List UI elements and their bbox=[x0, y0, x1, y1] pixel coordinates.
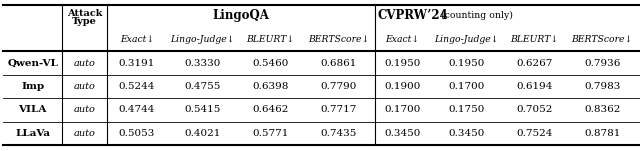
Text: 0.7524: 0.7524 bbox=[516, 129, 553, 138]
Text: Qwen-VL: Qwen-VL bbox=[7, 59, 58, 67]
Text: 0.6462: 0.6462 bbox=[252, 105, 289, 114]
Text: 0.7717: 0.7717 bbox=[320, 105, 356, 114]
Text: BERTScore↓: BERTScore↓ bbox=[572, 35, 633, 44]
Text: CVPRW’24: CVPRW’24 bbox=[378, 9, 449, 22]
Text: 0.4755: 0.4755 bbox=[185, 82, 221, 91]
Text: LingoQA: LingoQA bbox=[212, 9, 269, 22]
Text: BLEURT↓: BLEURT↓ bbox=[511, 35, 559, 44]
Text: 0.3191: 0.3191 bbox=[118, 59, 155, 67]
Text: 0.5415: 0.5415 bbox=[185, 105, 221, 114]
Text: LLaVa: LLaVa bbox=[15, 129, 50, 138]
Text: 0.7052: 0.7052 bbox=[516, 105, 553, 114]
Text: 0.7435: 0.7435 bbox=[320, 129, 356, 138]
Text: 0.5771: 0.5771 bbox=[252, 129, 289, 138]
Text: Type: Type bbox=[72, 17, 97, 26]
Text: 0.3450: 0.3450 bbox=[449, 129, 485, 138]
Text: Attack: Attack bbox=[67, 9, 102, 18]
Text: 0.3450: 0.3450 bbox=[385, 129, 420, 138]
Text: 0.5053: 0.5053 bbox=[118, 129, 155, 138]
Text: 0.4744: 0.4744 bbox=[118, 105, 155, 114]
Text: (counting only): (counting only) bbox=[441, 11, 513, 20]
Text: Exact↓: Exact↓ bbox=[120, 35, 154, 44]
Text: auto: auto bbox=[74, 82, 96, 91]
Text: 0.6194: 0.6194 bbox=[516, 82, 553, 91]
Text: 0.1750: 0.1750 bbox=[449, 105, 485, 114]
Text: 0.6398: 0.6398 bbox=[252, 82, 289, 91]
Text: auto: auto bbox=[74, 129, 96, 138]
Text: 0.7983: 0.7983 bbox=[584, 82, 620, 91]
Text: auto: auto bbox=[74, 59, 96, 67]
Text: 0.6861: 0.6861 bbox=[320, 59, 356, 67]
Text: 0.1700: 0.1700 bbox=[449, 82, 485, 91]
Text: 0.7936: 0.7936 bbox=[584, 59, 620, 67]
Text: 0.8362: 0.8362 bbox=[584, 105, 620, 114]
Text: Exact↓: Exact↓ bbox=[385, 35, 420, 44]
Text: Imp: Imp bbox=[21, 82, 44, 91]
Text: 0.8781: 0.8781 bbox=[584, 129, 620, 138]
Text: auto: auto bbox=[74, 105, 96, 114]
Text: 0.1950: 0.1950 bbox=[385, 59, 420, 67]
Text: 0.4021: 0.4021 bbox=[185, 129, 221, 138]
Text: BLEURT↓: BLEURT↓ bbox=[246, 35, 294, 44]
Text: 0.3330: 0.3330 bbox=[185, 59, 221, 67]
Text: 0.1700: 0.1700 bbox=[385, 105, 420, 114]
Text: VILA: VILA bbox=[19, 105, 47, 114]
Text: Lingo-Judge↓: Lingo-Judge↓ bbox=[435, 35, 499, 44]
Text: 0.6267: 0.6267 bbox=[516, 59, 553, 67]
Text: 0.1950: 0.1950 bbox=[449, 59, 485, 67]
Text: BERTScore↓: BERTScore↓ bbox=[308, 35, 369, 44]
Text: 0.5460: 0.5460 bbox=[252, 59, 289, 67]
Text: Lingo-Judge↓: Lingo-Judge↓ bbox=[171, 35, 235, 44]
Text: 0.1900: 0.1900 bbox=[385, 82, 420, 91]
Text: 0.5244: 0.5244 bbox=[118, 82, 155, 91]
Text: 0.7790: 0.7790 bbox=[320, 82, 356, 91]
